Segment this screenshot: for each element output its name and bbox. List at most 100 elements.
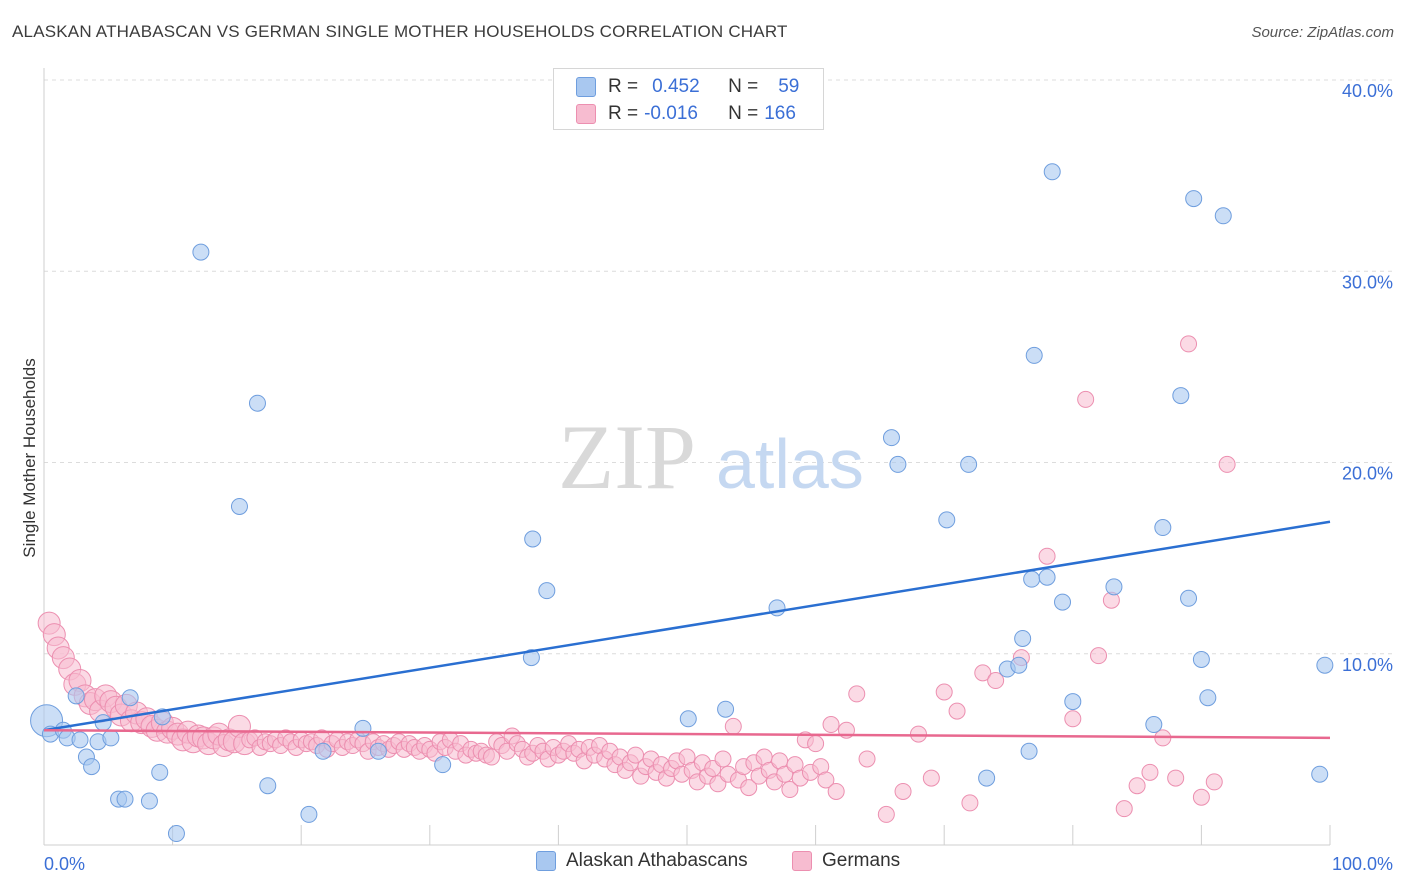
data-point-germans	[714, 750, 732, 768]
data-point-athabascans	[67, 687, 85, 705]
data-point-germans	[724, 717, 742, 735]
chart-title: ALASKAN ATHABASCAN VS GERMAN SINGLE MOTH…	[12, 22, 788, 41]
data-point-athabascans	[369, 742, 387, 760]
data-point-athabascans	[71, 731, 89, 749]
stats-n-value: 59	[778, 76, 800, 97]
data-point-germans	[848, 685, 866, 703]
data-point-germans	[483, 748, 501, 766]
data-point-athabascans	[1023, 570, 1041, 588]
stats-swatch-blue	[576, 77, 596, 97]
data-point-germans	[1167, 769, 1185, 787]
data-point-athabascans	[889, 455, 907, 473]
data-point-athabascans	[960, 455, 978, 473]
series-alaskan-athabascans	[30, 163, 1334, 843]
data-point-germans	[1064, 710, 1082, 728]
data-point-germans	[987, 672, 1005, 690]
chart-source: Source: ZipAtlas.com	[1251, 24, 1394, 41]
data-point-athabascans	[140, 792, 158, 810]
watermark-atlas: atlas	[716, 425, 864, 503]
stats-row-germans: R = -0.016 N = 166	[576, 100, 796, 128]
x-tick-label-min: 0.0%	[44, 854, 85, 874]
data-point-athabascans	[192, 243, 210, 261]
data-point-athabascans	[1025, 346, 1043, 364]
data-point-germans	[1038, 547, 1056, 565]
data-point-athabascans	[1054, 593, 1072, 611]
data-point-athabascans	[1020, 742, 1038, 760]
data-point-germans	[909, 725, 927, 743]
data-point-athabascans	[1105, 578, 1123, 596]
data-point-athabascans	[1038, 568, 1056, 586]
data-point-athabascans	[938, 511, 956, 529]
trend-lines	[43, 520, 1331, 740]
data-point-germans	[807, 735, 825, 753]
stats-r-value: -0.016	[644, 103, 698, 124]
data-point-germans	[877, 805, 895, 823]
data-point-athabascans	[1180, 589, 1198, 607]
data-point-athabascans	[1192, 650, 1210, 668]
x-tick-label-max: 100.0%	[1332, 854, 1393, 874]
data-point-athabascans	[116, 790, 134, 808]
data-point-athabascans	[538, 582, 556, 600]
data-point-germans	[740, 779, 758, 797]
data-point-germans	[1115, 800, 1133, 818]
data-point-germans	[1128, 777, 1146, 795]
data-point-germans	[822, 716, 840, 734]
stats-n-label: N =	[728, 103, 759, 124]
axes	[43, 68, 1331, 846]
data-point-germans	[948, 702, 966, 720]
watermark-zip: ZIP	[558, 406, 696, 508]
y-axis-label: Single Mother Households	[20, 358, 39, 557]
data-point-germans	[1090, 647, 1108, 665]
grid-lines	[44, 79, 1395, 655]
y-tick-label: 30.0%	[1342, 272, 1393, 292]
data-point-germans	[961, 794, 979, 812]
data-point-athabascans	[522, 649, 540, 667]
stats-box: R = 0.452 N = 59 R = -0.016 N = 166	[553, 68, 824, 130]
data-point-athabascans	[1064, 693, 1082, 711]
data-point-athabascans	[259, 777, 277, 795]
data-point-athabascans	[167, 825, 185, 843]
data-point-athabascans	[679, 710, 697, 728]
data-point-athabascans	[83, 758, 101, 776]
data-point-athabascans	[978, 769, 996, 787]
data-point-athabascans	[1043, 163, 1061, 181]
data-point-athabascans	[717, 700, 735, 718]
data-point-athabascans	[300, 805, 318, 823]
stats-n-value: 166	[764, 103, 796, 124]
y-tick-label: 10.0%	[1342, 655, 1393, 675]
data-point-germans	[858, 750, 876, 768]
data-point-germans	[922, 769, 940, 787]
stats-swatch-pink	[576, 104, 596, 124]
data-point-germans	[974, 664, 992, 682]
data-point-athabascans	[1316, 656, 1334, 674]
data-point-athabascans	[1199, 689, 1217, 707]
y-tick-label: 20.0%	[1342, 464, 1393, 484]
stats-r-label: R =	[608, 76, 639, 97]
data-point-germans	[827, 782, 845, 800]
legend-item-athabascans: Alaskan Athabascans	[536, 850, 748, 872]
data-point-athabascans	[314, 742, 332, 760]
stats-r-value: 0.452	[652, 76, 700, 97]
data-point-athabascans	[102, 729, 120, 747]
stats-row-athabascans: R = 0.452 N = 59	[576, 73, 799, 101]
data-point-athabascans	[882, 429, 900, 447]
data-point-athabascans	[248, 394, 266, 412]
data-point-germans	[1180, 335, 1198, 353]
data-point-germans	[817, 771, 835, 789]
legend-item-germans: Germans	[792, 850, 900, 872]
data-point-athabascans	[1010, 656, 1028, 674]
data-point-athabascans	[1311, 765, 1329, 783]
data-point-germans	[1205, 773, 1223, 791]
data-point-athabascans	[1172, 387, 1190, 405]
data-point-germans	[1192, 788, 1210, 806]
legend-swatch-pink	[792, 851, 812, 871]
data-point-athabascans	[354, 719, 372, 737]
data-point-germans	[1218, 455, 1236, 473]
stats-r-label: R =	[608, 103, 639, 124]
tick-labels: 10.0% 20.0% 30.0% 40.0% 0.0% 100.0%	[44, 81, 1393, 874]
data-point-germans	[935, 683, 953, 701]
data-point-athabascans	[1185, 190, 1203, 208]
data-point-athabascans	[121, 689, 139, 707]
data-point-germans	[1077, 390, 1095, 408]
